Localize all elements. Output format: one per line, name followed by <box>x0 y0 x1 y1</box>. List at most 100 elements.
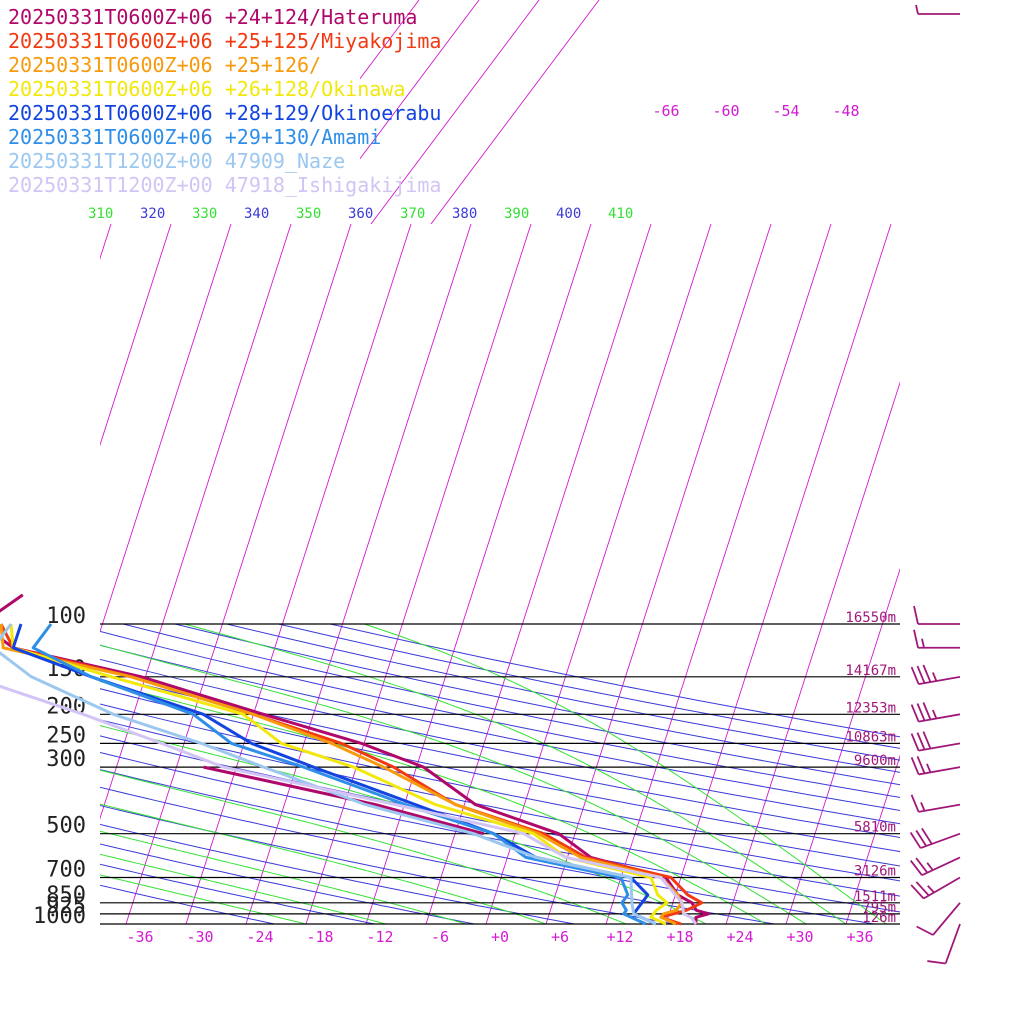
barb-flag <box>916 756 926 774</box>
dewpoint-profile <box>203 765 485 836</box>
height-label: 126m <box>862 910 896 926</box>
pressure-label: 925 <box>46 894 86 919</box>
wind-barb <box>910 794 961 813</box>
theta-label: 310 <box>88 206 113 222</box>
barb-flag <box>910 733 920 752</box>
barb-flag <box>922 702 932 720</box>
wind-barb <box>909 856 961 877</box>
isotherm-line <box>785 567 900 924</box>
x-tick-label: -18 <box>306 928 333 946</box>
theta-label: 330 <box>192 206 217 222</box>
isotherm-line <box>966 224 1024 924</box>
legend-entry: 20250331T0600Z+06 +25+126/ <box>8 53 321 77</box>
x-tick-label: +24 <box>726 928 753 946</box>
legend-entry: 20250331T0600Z+06 +24+124/Hateruma <box>8 5 417 29</box>
isotherm-line <box>725 381 900 924</box>
isotherm-line <box>545 224 772 924</box>
upper-isotherm-label: -60 <box>712 102 739 120</box>
isotherm-line <box>605 224 832 924</box>
x-tick-label: +36 <box>846 928 873 946</box>
barb-flag <box>916 665 926 684</box>
wind-barb <box>910 756 961 776</box>
x-tick-label: -30 <box>186 928 213 946</box>
isotherm-line <box>305 224 532 924</box>
height-label: 3126m <box>854 864 896 880</box>
legend-entry: 20250331T0600Z+06 +25+125/Miyakojima <box>8 29 441 53</box>
wind-barb <box>913 605 960 625</box>
barb-staff <box>918 766 961 776</box>
pressure-label: 850 <box>46 883 86 908</box>
barb-flag <box>910 757 920 775</box>
upper-isotherm-label: -48 <box>832 102 859 120</box>
isotherm-line <box>665 224 892 924</box>
barb-flag <box>910 884 925 900</box>
barb-flag <box>922 731 932 749</box>
wind-barb <box>910 876 961 900</box>
theta-label: 410 <box>608 206 633 222</box>
x-tick-label: +30 <box>786 928 813 946</box>
theta-label: 350 <box>296 206 321 222</box>
pressure-label: 1000 <box>33 904 86 929</box>
legend-entry: 20250331T0600Z+06 +29+130/Amami <box>8 125 381 149</box>
isotherm-line <box>100 224 232 634</box>
x-tick-label: +0 <box>491 928 509 946</box>
temperature-profile <box>9 623 669 926</box>
theta-label: 320 <box>140 206 165 222</box>
theta-label: 360 <box>348 206 373 222</box>
height-label: 1511m <box>854 889 896 905</box>
theta-label: 340 <box>244 206 269 222</box>
barb-half <box>926 763 932 773</box>
upper-isotherm-label: -66 <box>652 102 679 120</box>
barb-flag <box>915 829 927 847</box>
barb-half <box>915 4 919 15</box>
isotherm-line <box>360 0 480 160</box>
temperature-profile <box>11 623 657 926</box>
barb-staff <box>918 742 961 752</box>
temperature-profile <box>0 623 657 926</box>
barb-half <box>920 802 926 812</box>
x-tick-label: -6 <box>431 928 449 946</box>
temperature-profile <box>0 623 684 926</box>
barb-flag <box>910 666 920 685</box>
barb-staff <box>918 713 961 723</box>
barb-flag <box>927 960 946 965</box>
pressure-label: 100 <box>46 604 86 629</box>
isotherm-line <box>245 224 472 924</box>
pressure-label: 300 <box>46 747 86 772</box>
barb-staff <box>921 856 961 877</box>
pressure-label: 700 <box>46 858 86 883</box>
barb-half <box>932 709 938 719</box>
height-label: 14167m <box>845 663 896 679</box>
wind-barb <box>910 664 961 686</box>
theta-label: 370 <box>400 206 425 222</box>
x-tick-label: -24 <box>246 928 273 946</box>
dry-adiabat-line <box>100 751 900 913</box>
wind-barb <box>916 902 961 936</box>
theta-label: 390 <box>504 206 529 222</box>
x-tick-label: -36 <box>126 928 153 946</box>
barb-half <box>921 638 925 648</box>
isotherm-line <box>125 224 352 924</box>
height-label: 795m <box>862 900 896 916</box>
barb-flag <box>916 925 934 936</box>
barb-staff <box>920 832 961 849</box>
temperature-profile <box>0 684 698 925</box>
x-tick-label: +6 <box>551 928 569 946</box>
theta-label: 380 <box>452 206 477 222</box>
wind-barbs <box>909 4 961 965</box>
barb-staff <box>918 675 961 686</box>
barb-flag <box>913 605 919 625</box>
barb-flag <box>913 629 919 648</box>
legend-entry: 20250331T0600Z+06 +28+129/Okinoerabu <box>8 101 441 125</box>
dry-adiabat-line <box>174 623 900 773</box>
axis-labels: -36 -30 -24 -18 -12 -6 +0 +6 +12 +18 +24 +30 +36 310 3… <box>88 102 874 946</box>
temperature-profile <box>31 623 647 926</box>
legend-entry: 20250331T1200Z+00 47918_Ishigakijima <box>8 173 441 197</box>
isotherm-line <box>485 224 712 924</box>
barb-flag <box>915 881 930 897</box>
isotherm-line <box>906 224 1024 924</box>
temperature-profile <box>0 593 711 924</box>
barb-flag <box>916 732 926 750</box>
theta-label: 400 <box>556 206 581 222</box>
